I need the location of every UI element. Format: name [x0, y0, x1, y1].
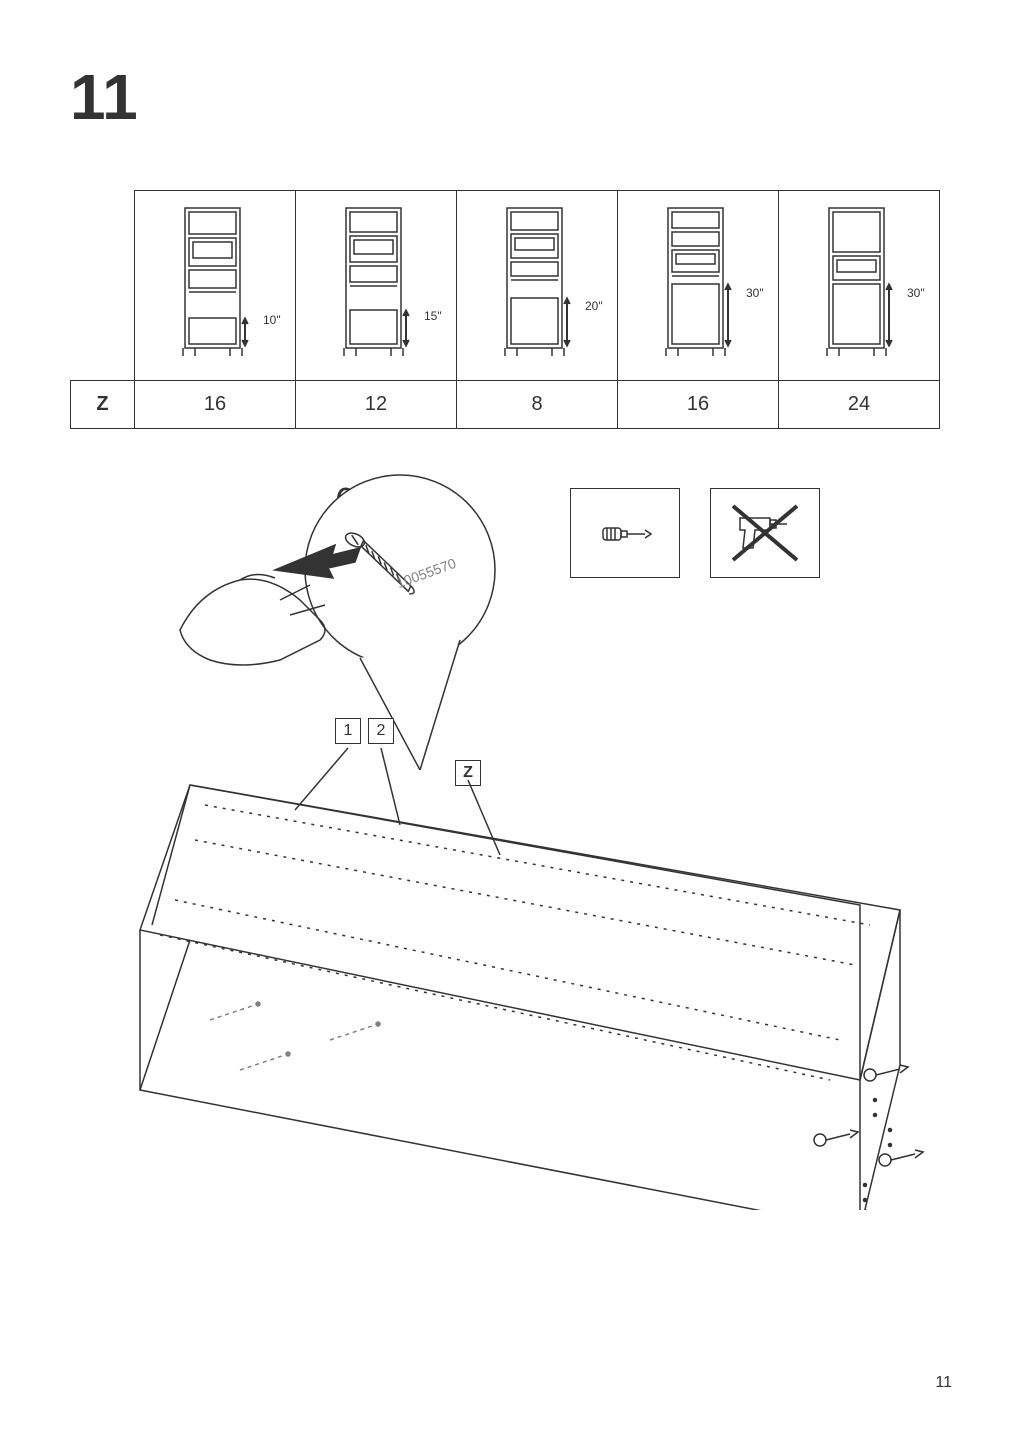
- cabinet-icon: [296, 198, 456, 368]
- variant-cell-1: 10": [135, 191, 296, 381]
- dimension-label: 10": [263, 313, 281, 327]
- variant-image-row: 10" 15": [71, 191, 940, 381]
- variant-cell-5: 30": [779, 191, 940, 381]
- cabinet-icon: [779, 198, 939, 368]
- variant-cell-3: 20": [457, 191, 618, 381]
- cabinet-box-iso: [100, 730, 930, 1210]
- dimension-label: 30": [907, 286, 925, 300]
- wrong-tool-box: [710, 488, 820, 578]
- z-value: 12: [296, 381, 457, 429]
- hand-screwdriver-icon: [595, 508, 655, 558]
- variant-cell-4: 30": [618, 191, 779, 381]
- z-value: 8: [457, 381, 618, 429]
- z-value: 16: [618, 381, 779, 429]
- row-label-z: Z: [71, 381, 135, 429]
- cabinet-icon: [135, 198, 295, 368]
- variant-cell-2: 15": [296, 191, 457, 381]
- cabinet-icon: [618, 198, 778, 368]
- dimension-label: 20": [585, 299, 603, 313]
- power-drill-icon: [725, 498, 805, 568]
- z-value-row: Z 16 12 8 16 24: [71, 381, 940, 429]
- dimension-label: 15": [424, 309, 442, 323]
- assembly-diagram: 6x: [100, 470, 930, 1170]
- page-number: 11: [935, 1374, 952, 1392]
- dimension-label: 30": [746, 286, 764, 300]
- step-number: 11: [70, 60, 138, 134]
- z-value: 24: [779, 381, 940, 429]
- z-value: 16: [135, 381, 296, 429]
- variant-table: 10" 15": [70, 190, 940, 429]
- cabinet-icon: [457, 198, 617, 368]
